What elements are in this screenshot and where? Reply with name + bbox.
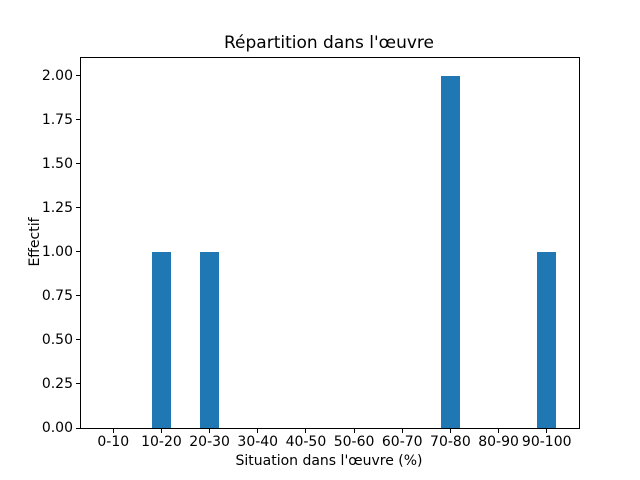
y-tick-mark bbox=[76, 383, 80, 385]
x-tick-mark bbox=[498, 429, 500, 433]
x-tick-label: 80-90 bbox=[478, 434, 519, 450]
x-tick-mark bbox=[112, 429, 114, 433]
x-tick-mark bbox=[353, 429, 355, 433]
x-tick-mark bbox=[305, 429, 307, 433]
y-tick-mark bbox=[76, 251, 80, 253]
y-tick-label: 0.25 bbox=[41, 375, 73, 392]
y-tick-mark bbox=[76, 207, 80, 209]
x-tick-mark bbox=[257, 429, 259, 433]
x-tick-label: 90-100 bbox=[521, 434, 572, 450]
y-tick-label: 0.75 bbox=[41, 287, 73, 304]
x-tick-label: 0-10 bbox=[97, 434, 130, 450]
x-tick-label: 40-50 bbox=[285, 434, 327, 450]
y-tick-label: 1.25 bbox=[41, 199, 73, 216]
x-tick-mark bbox=[160, 429, 162, 433]
x-tick-mark bbox=[546, 429, 548, 433]
bar bbox=[537, 251, 557, 428]
bar bbox=[199, 251, 220, 428]
x-tick-mark bbox=[449, 429, 451, 433]
y-tick-mark bbox=[76, 427, 80, 429]
x-tick-label: 10-20 bbox=[141, 434, 182, 450]
y-tick-label: 0.50 bbox=[41, 331, 73, 348]
x-tick-label: 20-30 bbox=[189, 434, 230, 450]
bar bbox=[151, 251, 172, 428]
plot-area: 0.00 0.25 0.50 0.75 1.00 1.25 1.50 1.75 2.00 0-10… bbox=[42, 57, 580, 449]
y-tick-mark bbox=[76, 119, 80, 121]
x-tick-mark bbox=[209, 429, 211, 433]
y-tick-label: 0.00 bbox=[41, 420, 73, 436]
bar bbox=[440, 75, 461, 428]
y-tick-mark bbox=[76, 163, 80, 165]
y-tick-mark bbox=[76, 75, 80, 77]
y-tick-mark bbox=[76, 339, 80, 341]
x-axis-label: Situation dans l'œuvre (%) bbox=[235, 453, 423, 469]
y-tick-label: 1.75 bbox=[41, 111, 73, 128]
y-tick-mark bbox=[76, 295, 80, 297]
x-tick-label: 30-40 bbox=[237, 434, 279, 450]
y-tick-label: 1.50 bbox=[41, 155, 73, 172]
x-tick-label: 50-60 bbox=[333, 434, 375, 450]
x-tick-label: 60-70 bbox=[381, 434, 423, 450]
y-axis-label: Effectif bbox=[27, 217, 43, 267]
x-tick-label: 70-80 bbox=[430, 434, 471, 450]
x-tick-mark bbox=[401, 429, 403, 433]
y-tick-label: 2.00 bbox=[41, 67, 73, 84]
chart-title: Répartition dans l'œuvre bbox=[223, 33, 434, 53]
y-tick-label: 1.00 bbox=[41, 243, 73, 260]
